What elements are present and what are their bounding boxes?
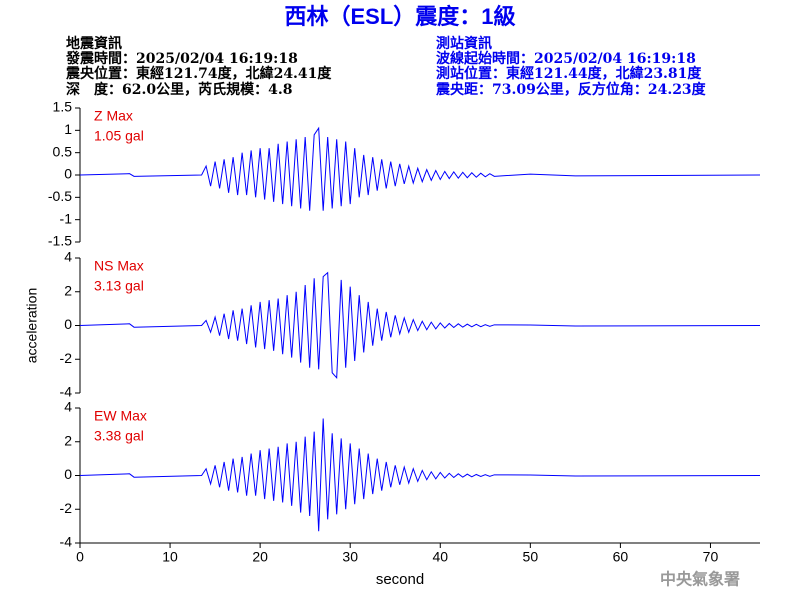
x-tick-label: 10: [162, 549, 178, 565]
watermark: 中央氣象署: [660, 570, 740, 589]
y-tick-label: 4: [64, 399, 72, 415]
info-left: 發震時間：2025/02/04 16:19:18: [65, 50, 298, 67]
y-tick-label: -1: [60, 210, 73, 226]
x-tick-label: 20: [252, 549, 268, 565]
y-tick-label: -2: [60, 500, 73, 516]
y-tick-label: -4: [60, 534, 73, 550]
panel-title: EW Max: [94, 408, 147, 424]
y-tick-label: 0: [64, 316, 72, 332]
info-left: 地震資訊: [66, 35, 122, 52]
x-tick-label: 50: [523, 549, 539, 565]
info-right: 測站位置：東經121.44度，北緯23.81度: [436, 65, 702, 82]
waveform: [79, 271, 761, 380]
y-tick-label: 1.5: [53, 99, 73, 115]
info-right: 震央距：73.09公里，反方位角：24.23度: [435, 81, 707, 98]
y-tick-label: 0.5: [53, 143, 73, 159]
y-tick-label: -1.5: [48, 233, 72, 249]
x-axis-label: second: [376, 571, 424, 588]
info-right: 測站資訊: [436, 35, 492, 52]
y-tick-label: 2: [64, 282, 72, 298]
waveform: [79, 418, 761, 532]
y-tick-label: 2: [64, 432, 72, 448]
info-left: 震央位置：東經121.74度，北緯24.41度: [65, 65, 332, 82]
max-annotation: 3.38 gal: [94, 428, 144, 444]
x-tick-label: 70: [703, 549, 719, 565]
y-tick-label: -4: [60, 384, 73, 400]
x-tick-label: 40: [432, 549, 448, 565]
y-tick-label: 0: [64, 166, 72, 182]
x-tick-label: 60: [613, 549, 629, 565]
info-right: 波線起始時間：2025/02/04 16:19:18: [436, 50, 696, 67]
info-left: 深 度：62.0公里，芮氏規模：4.8: [66, 81, 292, 98]
y-tick-label: 4: [64, 249, 72, 265]
y-axis-label: acceleration: [24, 288, 40, 364]
y-tick-label: 0: [64, 466, 72, 482]
y-tick-label: -2: [60, 350, 73, 366]
x-tick-label: 30: [342, 549, 358, 565]
panel-title: NS Max: [94, 258, 144, 274]
y-tick-label: -0.5: [48, 188, 72, 204]
panel-title: Z Max: [94, 108, 133, 124]
page-title: 西林（ESL）震度：1級: [284, 4, 515, 29]
max-annotation: 1.05 gal: [94, 128, 144, 144]
max-annotation: 3.13 gal: [94, 278, 144, 294]
y-tick-label: 1: [64, 121, 72, 137]
waveform: [79, 126, 761, 211]
x-tick-label: 0: [76, 549, 84, 565]
